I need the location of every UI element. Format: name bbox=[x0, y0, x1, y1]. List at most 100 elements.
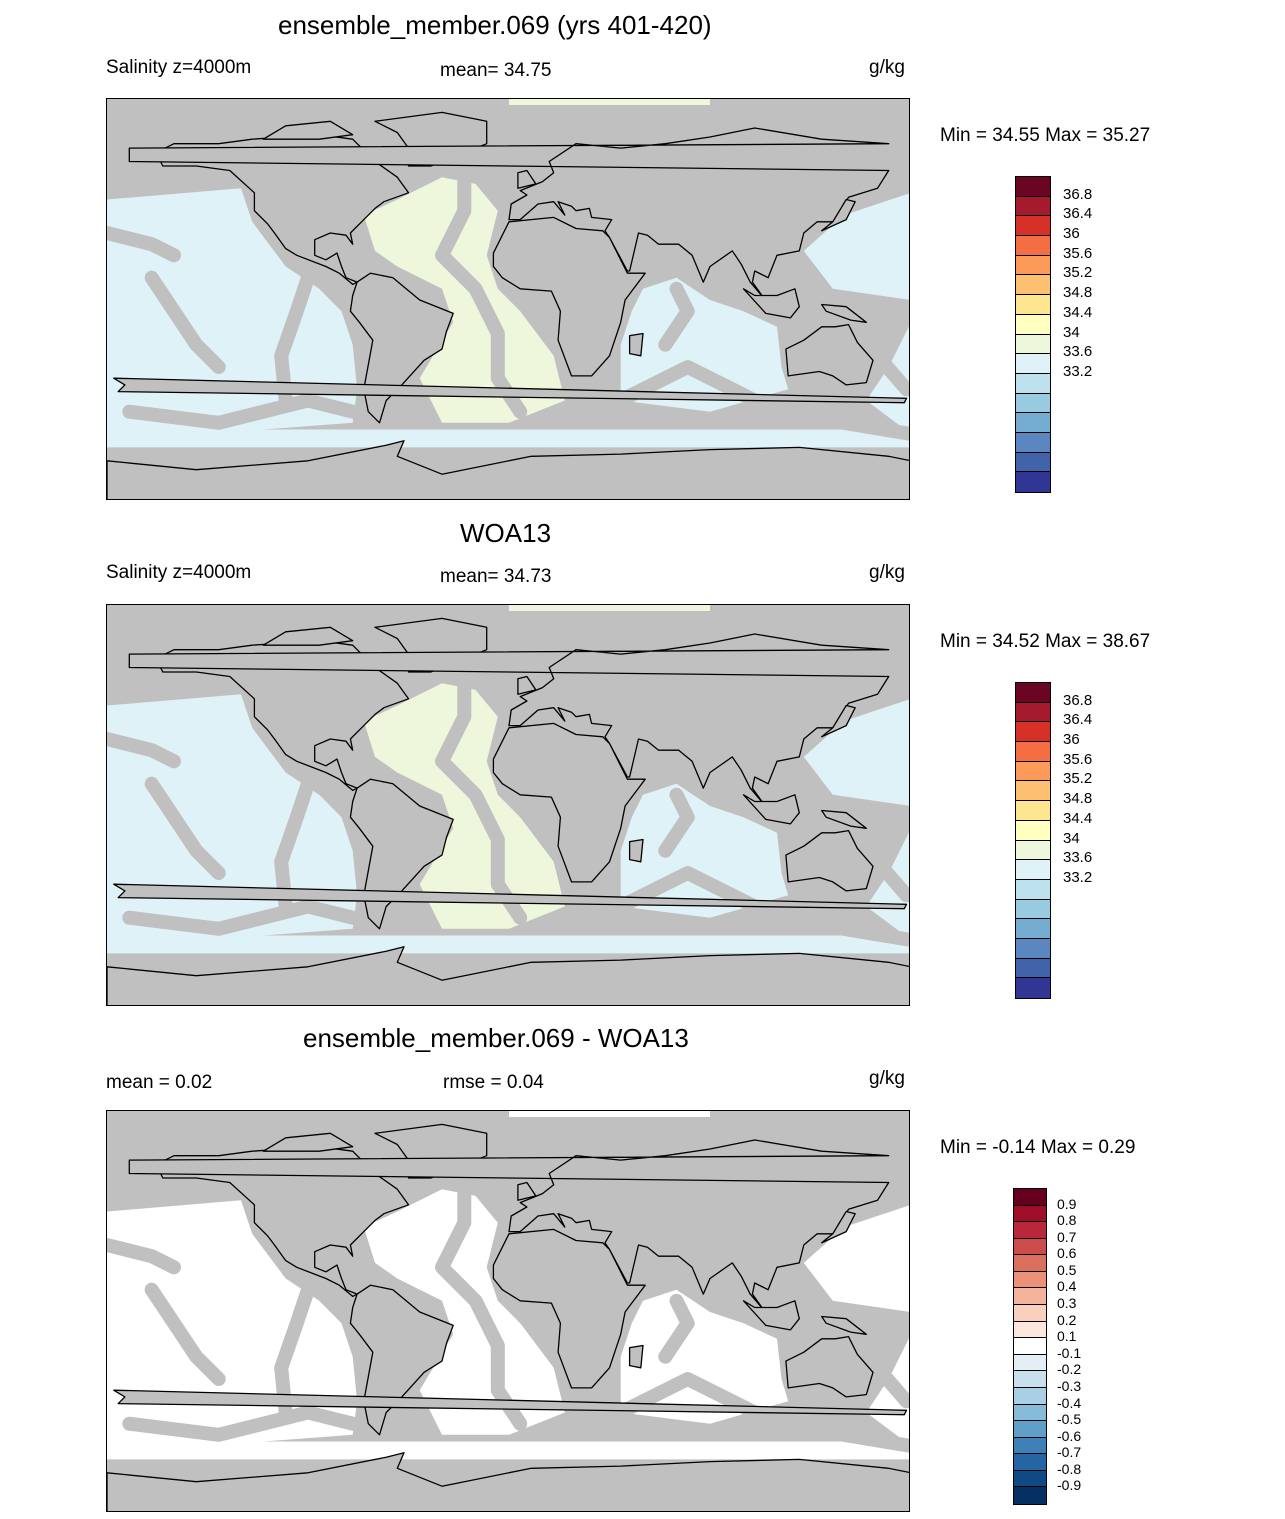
colorbar-swatch bbox=[1014, 1354, 1046, 1372]
colorbar-label: 0.8 bbox=[1057, 1212, 1077, 1229]
panel1-colorbar bbox=[1015, 176, 1051, 493]
colorbar-swatch bbox=[1016, 899, 1050, 920]
colorbar-label: 34.8 bbox=[1063, 790, 1093, 808]
colorbar-label: 33.6 bbox=[1063, 849, 1093, 867]
colorbar-swatch bbox=[1014, 1305, 1046, 1322]
panel2-map bbox=[106, 604, 910, 1006]
panel2-mean-label: mean= 34.73 bbox=[440, 566, 552, 587]
colorbar-swatch bbox=[1016, 216, 1050, 237]
colorbar-label: 0.5 bbox=[1057, 1261, 1077, 1278]
colorbar-swatch bbox=[1016, 432, 1050, 453]
colorbar-label: 35.2 bbox=[1063, 770, 1093, 788]
colorbar-label: 0.6 bbox=[1057, 1245, 1077, 1262]
colorbar-label: -0.2 bbox=[1057, 1361, 1082, 1378]
colorbar-label: -0.4 bbox=[1057, 1394, 1082, 1411]
colorbar-swatch bbox=[1014, 1487, 1046, 1504]
colorbar-label: 33.2 bbox=[1063, 868, 1093, 886]
colorbar-label: -0.8 bbox=[1057, 1460, 1082, 1477]
colorbar-swatch bbox=[1016, 452, 1050, 473]
colorbar-label: 36.4 bbox=[1063, 711, 1093, 729]
colorbar-label: 33.2 bbox=[1063, 362, 1093, 380]
panel3-title: ensemble_member.069 - WOA13 bbox=[303, 1023, 689, 1053]
panel3-colorbar bbox=[1013, 1188, 1047, 1505]
colorbar-swatch bbox=[1014, 1189, 1046, 1206]
colorbar-swatch bbox=[1016, 781, 1050, 802]
colorbar-swatch bbox=[1016, 413, 1050, 433]
colorbar-swatch bbox=[1014, 1238, 1046, 1256]
colorbar-swatch bbox=[1016, 978, 1050, 998]
colorbar-swatch bbox=[1016, 702, 1050, 723]
colorbar-label: 36.8 bbox=[1063, 691, 1093, 709]
colorbar-label: 34.8 bbox=[1063, 284, 1093, 302]
panel3-map bbox=[106, 1110, 910, 1512]
colorbar-swatch bbox=[1016, 938, 1050, 959]
colorbar-label: 0.7 bbox=[1057, 1228, 1077, 1245]
colorbar-swatch bbox=[1014, 1321, 1046, 1339]
colorbar-swatch bbox=[1014, 1454, 1046, 1471]
colorbar-label: 0.9 bbox=[1057, 1195, 1077, 1212]
colorbar-label: -0.7 bbox=[1057, 1444, 1082, 1461]
colorbar-swatch bbox=[1016, 393, 1050, 414]
colorbar-swatch bbox=[1016, 860, 1050, 880]
colorbar-label: 33.6 bbox=[1063, 343, 1093, 361]
colorbar-swatch bbox=[1016, 196, 1050, 217]
colorbar-label: 34.4 bbox=[1063, 809, 1093, 827]
colorbar-swatch bbox=[1016, 879, 1050, 900]
colorbar-swatch bbox=[1016, 919, 1050, 939]
colorbar-swatch bbox=[1016, 683, 1050, 703]
panel1-left-label: Salinity z=4000m bbox=[106, 57, 252, 78]
colorbar-swatch bbox=[1016, 722, 1050, 743]
colorbar-swatch bbox=[1014, 1437, 1046, 1455]
colorbar-swatch bbox=[1016, 958, 1050, 979]
colorbar-swatch bbox=[1014, 1371, 1046, 1388]
colorbar-label: 34.4 bbox=[1063, 303, 1093, 321]
colorbar-label: 0.2 bbox=[1057, 1311, 1077, 1328]
colorbar-swatch bbox=[1016, 354, 1050, 374]
colorbar-swatch bbox=[1014, 1387, 1046, 1405]
panel1-title: ensemble_member.069 (yrs 401-420) bbox=[278, 10, 712, 40]
colorbar-swatch bbox=[1016, 840, 1050, 861]
panel2-colorbar bbox=[1015, 682, 1051, 999]
colorbar-swatch bbox=[1014, 1222, 1046, 1239]
panel2-minmax: Min = 34.52 Max = 38.67 bbox=[940, 631, 1151, 652]
colorbar-label: 35.6 bbox=[1063, 244, 1093, 262]
colorbar-swatch bbox=[1016, 373, 1050, 394]
colorbar-label: 36.4 bbox=[1063, 205, 1093, 223]
colorbar-label: -0.6 bbox=[1057, 1427, 1082, 1444]
colorbar-label: 36 bbox=[1063, 225, 1080, 243]
colorbar-swatch bbox=[1016, 820, 1050, 841]
colorbar-label: -0.3 bbox=[1057, 1377, 1082, 1394]
colorbar-swatch bbox=[1016, 255, 1050, 276]
colorbar-swatch bbox=[1016, 177, 1050, 197]
panel2-left-label: Salinity z=4000m bbox=[106, 562, 252, 583]
colorbar-swatch bbox=[1016, 275, 1050, 296]
panel1-units: g/kg bbox=[869, 57, 905, 78]
panel1-map bbox=[106, 98, 910, 500]
colorbar-swatch bbox=[1014, 1255, 1046, 1272]
colorbar-label: 35.2 bbox=[1063, 264, 1093, 282]
colorbar-swatch bbox=[1016, 314, 1050, 335]
colorbar-swatch bbox=[1016, 742, 1050, 762]
colorbar-label: -0.1 bbox=[1057, 1344, 1082, 1361]
panel1-minmax: Min = 34.55 Max = 35.27 bbox=[940, 125, 1151, 146]
colorbar-label: -0.5 bbox=[1057, 1411, 1082, 1428]
panel2-title: WOA13 bbox=[460, 518, 552, 548]
colorbar-swatch bbox=[1014, 1421, 1046, 1438]
panel3-rmse-label: rmse = 0.04 bbox=[443, 1072, 544, 1093]
colorbar-swatch bbox=[1014, 1271, 1046, 1289]
colorbar-swatch bbox=[1014, 1205, 1046, 1223]
colorbar-swatch bbox=[1014, 1288, 1046, 1306]
colorbar-swatch bbox=[1016, 334, 1050, 355]
panel3-mean-label: mean = 0.02 bbox=[106, 1072, 213, 1093]
panel3-units: g/kg bbox=[869, 1068, 905, 1089]
panel3-minmax: Min = -0.14 Max = 0.29 bbox=[940, 1137, 1136, 1158]
colorbar-label: -0.9 bbox=[1057, 1477, 1082, 1494]
colorbar-swatch bbox=[1016, 236, 1050, 256]
panel2-units: g/kg bbox=[869, 562, 905, 583]
colorbar-label: 0.4 bbox=[1057, 1278, 1077, 1295]
colorbar-label: 34 bbox=[1063, 323, 1080, 341]
colorbar-label: 0.1 bbox=[1057, 1328, 1077, 1345]
colorbar-label: 35.6 bbox=[1063, 750, 1093, 768]
colorbar-label: 36 bbox=[1063, 731, 1080, 749]
colorbar-swatch bbox=[1016, 472, 1050, 492]
